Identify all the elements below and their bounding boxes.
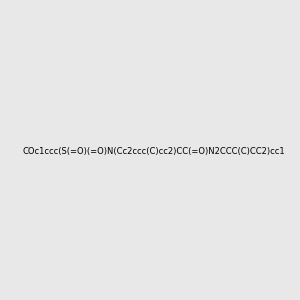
Text: COc1ccc(S(=O)(=O)N(Cc2ccc(C)cc2)CC(=O)N2CCC(C)CC2)cc1: COc1ccc(S(=O)(=O)N(Cc2ccc(C)cc2)CC(=O)N2… (22, 147, 285, 156)
